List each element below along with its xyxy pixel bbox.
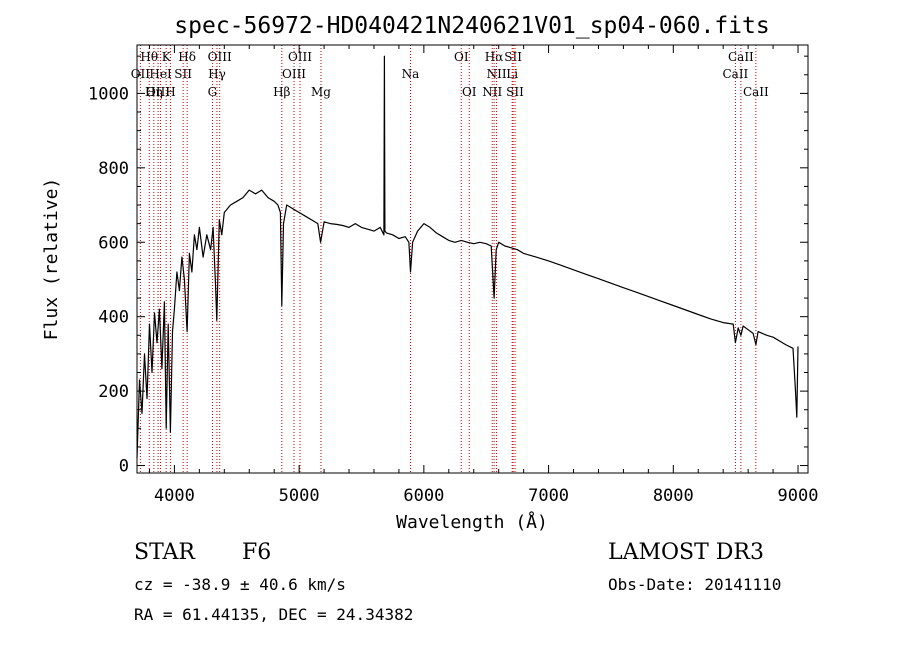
line-label: NII xyxy=(482,85,502,99)
line-label: NII xyxy=(487,67,507,81)
x-tick-label: 5000 xyxy=(279,486,320,506)
line-label: Hα xyxy=(485,50,504,64)
line-label: HeI xyxy=(149,67,172,81)
y-tick-label: 1000 xyxy=(88,84,129,104)
x-axis: 4000 5000 6000 7000 8000 9000 xyxy=(148,45,819,506)
line-label: Hη xyxy=(145,85,163,99)
flux-series xyxy=(136,55,799,459)
line-label: Na xyxy=(402,67,420,81)
x-tick-label: 9000 xyxy=(778,486,819,506)
line-label: OII xyxy=(131,67,151,81)
y-axis: 0 200 400 600 800 1000 xyxy=(88,55,808,477)
coordinates: RA = 61.44135, DEC = 24.34382 xyxy=(134,605,414,624)
x-tick-label: 4000 xyxy=(154,486,195,506)
x-tick-label: 6000 xyxy=(403,486,444,506)
plot-frame xyxy=(136,44,809,474)
line-label: CaII xyxy=(728,50,754,64)
line-label: OIII xyxy=(146,85,170,99)
y-tick-label: 0 xyxy=(119,457,129,477)
x-axis-label: Wavelength (Å) xyxy=(396,511,548,533)
line-label: G xyxy=(208,85,218,99)
line-label: OIII xyxy=(282,67,306,81)
y-axis-label: Flux (relative) xyxy=(41,178,62,341)
line-label: Li xyxy=(506,67,518,81)
line-label: Hγ xyxy=(208,67,226,81)
line-label: SII xyxy=(504,50,522,64)
object-subclass: F6 xyxy=(242,540,272,565)
line-label: OIII xyxy=(288,50,312,64)
obs-date: Obs-Date: 20141110 xyxy=(608,575,782,594)
line-label: Hβ xyxy=(273,85,290,99)
line-label: SII xyxy=(506,85,524,99)
line-label: Hδ xyxy=(178,50,196,64)
line-label: CaII xyxy=(743,85,769,99)
line-label: OI xyxy=(454,50,469,64)
line-label: Mg xyxy=(311,85,331,99)
x-tick-label: 7000 xyxy=(528,486,569,506)
line-label: Hθ xyxy=(140,50,158,64)
line-label: OIII xyxy=(208,50,232,64)
line-label: CaII xyxy=(722,67,748,81)
y-tick-label: 600 xyxy=(98,233,129,253)
survey-name: LAMOST DR3 xyxy=(608,540,764,565)
line-label: OI xyxy=(462,85,477,99)
line-label: K xyxy=(162,50,172,64)
object-class: STAR xyxy=(134,540,195,565)
line-label: H xyxy=(165,85,175,99)
redshift-readout: cz = -38.9 ± 40.6 km/s xyxy=(134,575,346,594)
y-tick-label: 800 xyxy=(98,159,129,179)
x-tick-label: 8000 xyxy=(653,486,694,506)
chart-title: spec-56972-HD040421N240621V01_sp04-060.f… xyxy=(174,13,769,39)
line-label: SII xyxy=(174,67,192,81)
flux-line xyxy=(136,55,799,459)
y-tick-label: 400 xyxy=(98,308,129,328)
y-tick-label: 200 xyxy=(98,382,129,402)
